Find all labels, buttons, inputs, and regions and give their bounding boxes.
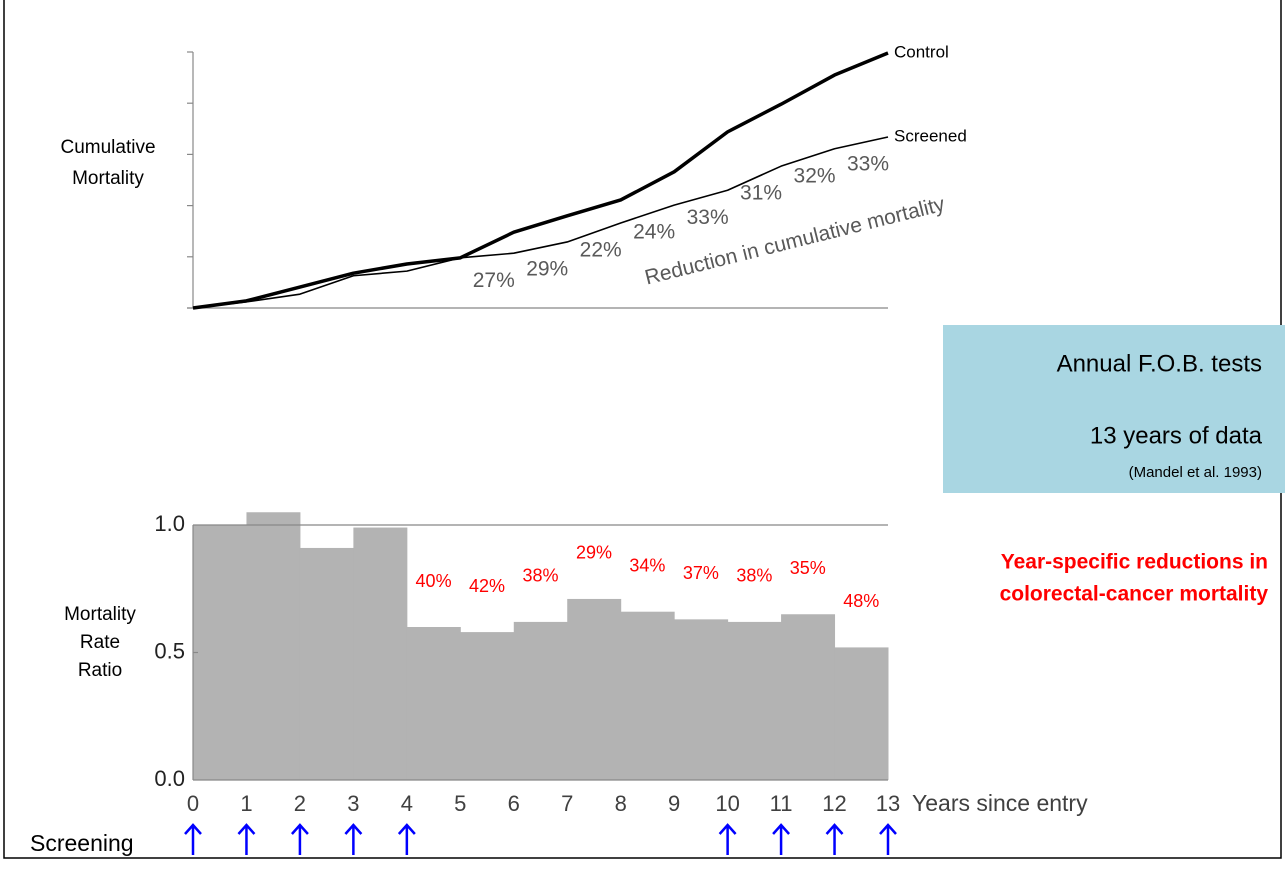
info-subtitle: 13 years of data [1090, 422, 1263, 449]
x-tick-label: 1 [240, 791, 252, 816]
screening-arrow [397, 823, 416, 855]
x-tick-label: 4 [401, 791, 413, 816]
series-line [192, 51, 889, 310]
x-tick-label: 2 [294, 791, 306, 816]
reduction-label: 33% [687, 206, 729, 229]
reduction-label: 38% [522, 566, 558, 586]
screening-arrow [718, 823, 737, 855]
y-axis-label: Cumulative [60, 137, 155, 158]
reduction-label: 35% [790, 558, 826, 578]
x-tick-label: 8 [615, 791, 627, 816]
reduction-label: 42% [469, 576, 505, 596]
reduction-label: 40% [416, 571, 452, 591]
info-title: Annual F.O.B. tests [1057, 350, 1262, 377]
y-axis-label: Mortality [72, 168, 144, 189]
y-axis-label: Rate [80, 632, 120, 653]
bar [674, 619, 729, 780]
bar [406, 627, 461, 780]
x-tick-label: 7 [561, 791, 573, 816]
bar [620, 611, 675, 780]
bar [193, 525, 247, 780]
y-tick-label: 0.0 [154, 766, 185, 791]
annotation: Year-specific reductions in [1001, 551, 1268, 574]
reduction-label: 34% [629, 555, 665, 575]
reduction-label: 32% [794, 164, 836, 187]
x-tick-label: 13 [876, 791, 900, 816]
y-tick-label: 1.0 [154, 511, 185, 536]
screening-arrow [290, 823, 309, 855]
screening-arrow [237, 823, 256, 855]
info-citation: (Mandel et al. 1993) [1129, 464, 1262, 481]
bar [353, 527, 408, 780]
bar [513, 621, 568, 780]
x-tick-label: 6 [508, 791, 520, 816]
reduction-label: 37% [683, 563, 719, 583]
x-tick-label: 5 [454, 791, 466, 816]
x-axis-label: Years since entry [912, 790, 1088, 816]
y-axis-label: Mortality [64, 604, 136, 625]
x-tick-label: 3 [347, 791, 359, 816]
y-axis-label: Ratio [78, 660, 122, 681]
bar [727, 621, 782, 780]
series-label: Control [894, 43, 949, 62]
x-tick-label: 0 [187, 791, 199, 816]
series-label: Screened [894, 126, 967, 145]
x-tick-label: 12 [822, 791, 846, 816]
x-tick-label: 11 [770, 791, 793, 816]
reduction-label: 29% [526, 257, 568, 280]
reduction-label: 33% [847, 153, 889, 176]
y-tick-label: 0.5 [154, 638, 185, 663]
annotation: colorectal-cancer mortality [1000, 583, 1269, 606]
screening-arrow [772, 823, 791, 855]
screening-arrow [825, 823, 844, 855]
screening-arrow [344, 823, 363, 855]
screening-label: Screening [30, 830, 134, 856]
series-line [192, 136, 889, 309]
bar [246, 512, 301, 780]
reduction-label: 22% [580, 239, 622, 262]
bar [299, 547, 354, 780]
screening-arrow [879, 823, 897, 855]
reduction-label: 27% [473, 269, 515, 292]
bar [567, 598, 622, 780]
info-box [943, 325, 1285, 493]
reduction-label: 48% [843, 591, 879, 611]
bar [781, 614, 836, 780]
reduction-label: 29% [576, 543, 612, 563]
x-tick-label: 10 [715, 791, 739, 816]
reduction-label: 38% [736, 566, 772, 586]
x-tick-label: 9 [668, 791, 680, 816]
bar [460, 632, 515, 780]
bar [834, 647, 889, 780]
screening-arrow [184, 823, 202, 855]
reduction-label: 31% [740, 182, 782, 205]
reduction-label: 24% [633, 221, 675, 244]
